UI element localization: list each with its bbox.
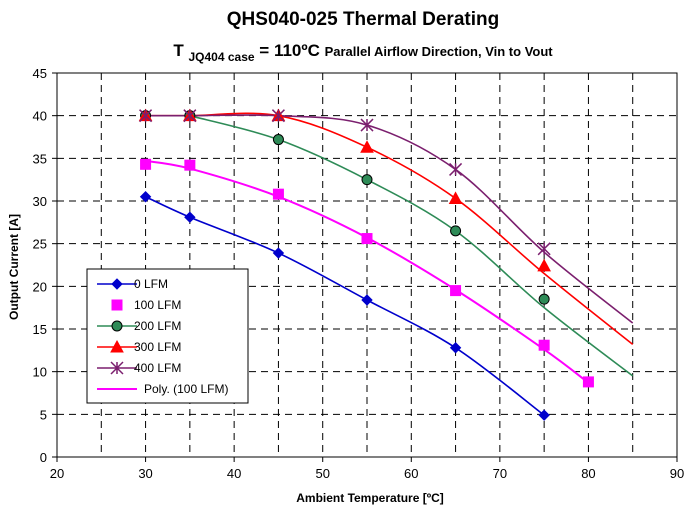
legend-marker-0-lfm xyxy=(111,278,123,290)
point-0-lfm xyxy=(538,409,550,421)
x-tick-label: 30 xyxy=(138,466,152,481)
x-tick-label: 70 xyxy=(493,466,507,481)
point-100-lfm xyxy=(272,188,284,200)
subtitle-note: Parallel Airflow Direction, Vin to Vout xyxy=(325,44,554,59)
x-tick-label: 90 xyxy=(670,466,684,481)
subtitle-value: = 110ºC xyxy=(259,41,320,60)
legend-label-0-lfm: 0 LFM xyxy=(134,277,168,291)
point-300-lfm xyxy=(360,140,374,153)
legend-label-200-lfm: 200 LFM xyxy=(134,319,181,333)
legend-marker-100-lfm xyxy=(111,299,123,311)
y-tick-label: 35 xyxy=(33,151,47,166)
legend-marker-400-lfm xyxy=(110,361,124,375)
chart-subtitle: T JQ404 case = 110ºC Parallel Airflow Di… xyxy=(173,41,553,65)
point-100-lfm xyxy=(140,158,152,170)
legend-label-300-lfm: 300 LFM xyxy=(134,340,181,354)
legend-label-poly-100-lfm: Poly. (100 LFM) xyxy=(144,382,228,396)
point-100-lfm xyxy=(361,233,373,245)
y-tick-label: 0 xyxy=(40,450,47,465)
x-tick-label: 60 xyxy=(404,466,418,481)
y-tick-label: 40 xyxy=(33,109,47,124)
point-400-lfm xyxy=(183,109,197,123)
legend-box xyxy=(86,268,249,404)
y-tick-label: 20 xyxy=(33,279,47,294)
point-0-lfm xyxy=(272,247,285,259)
point-0-lfm xyxy=(449,342,462,354)
point-400-lfm xyxy=(139,109,153,123)
x-tick-label: 80 xyxy=(581,466,595,481)
y-axis-label: Output Current [A] xyxy=(7,214,21,320)
plot-area: 20 30 40 50 60 70 80 90 0 5 10 15 20 25 30 35 40 45 xyxy=(33,66,685,481)
point-200-lfm xyxy=(361,174,373,186)
point-200-lfm xyxy=(450,225,462,237)
y-tick-label: 45 xyxy=(33,66,47,81)
x-tick-label: 40 xyxy=(227,466,241,481)
y-tick-label: 10 xyxy=(33,365,47,380)
point-100-lfm xyxy=(582,376,594,388)
point-400-lfm xyxy=(271,109,285,123)
point-100-lfm xyxy=(450,285,462,297)
point-0-lfm xyxy=(184,211,196,223)
legend: 0 LFM 100 LFM 200 LFM 300 LFM 400 LFM Poly. (… xyxy=(86,268,249,404)
legend-label-100-lfm: 100 LFM xyxy=(134,298,181,312)
subtitle-subscript: JQ404 case xyxy=(189,50,255,64)
y-tick-label: 5 xyxy=(40,407,47,422)
x-tick-label: 50 xyxy=(315,466,329,481)
point-0-lfm xyxy=(361,294,373,306)
point-200-lfm xyxy=(272,134,284,146)
point-0-lfm xyxy=(139,191,152,203)
legend-label-400-lfm: 400 LFM xyxy=(134,361,181,375)
point-400-lfm xyxy=(449,162,463,176)
y-tick-label: 30 xyxy=(33,194,47,209)
y-tick-label: 15 xyxy=(33,322,47,337)
point-300-lfm xyxy=(537,258,551,272)
point-100-lfm xyxy=(538,339,550,351)
legend-marker-200-lfm xyxy=(111,320,123,332)
point-300-lfm xyxy=(448,191,463,204)
legend-marker-300-lfm xyxy=(110,339,124,353)
point-200-lfm xyxy=(538,293,550,305)
subtitle-t: T xyxy=(173,41,184,60)
point-400-lfm xyxy=(360,118,374,132)
y-tick-label: 25 xyxy=(33,237,47,252)
point-400-lfm xyxy=(537,242,551,256)
x-axis-label: Ambient Temperature [ºC] xyxy=(296,491,444,505)
chart-title: QHS040-025 Thermal Derating xyxy=(227,9,499,30)
point-100-lfm xyxy=(184,159,196,171)
x-tick-label: 20 xyxy=(50,466,64,481)
